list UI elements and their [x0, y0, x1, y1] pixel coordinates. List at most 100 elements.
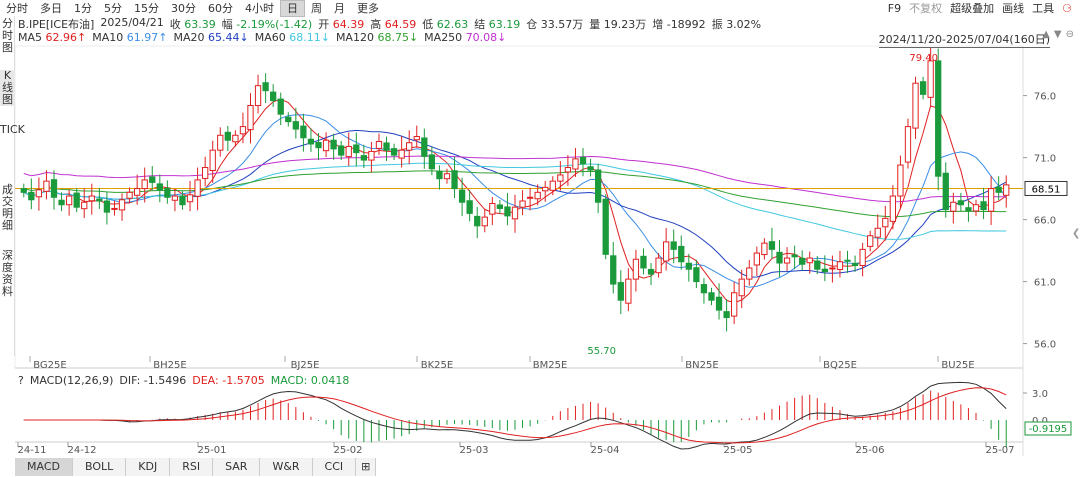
candle-body	[602, 198, 609, 255]
period-tab-11[interactable]: 更多	[357, 1, 379, 15]
candle-body	[670, 241, 677, 250]
sidebar-tab-depth[interactable]: 深度资料	[2, 249, 13, 298]
candle-body	[458, 189, 466, 203]
candle-body	[579, 156, 587, 165]
indicator-tab-0[interactable]: MACD	[15, 458, 73, 476]
candle-body	[239, 126, 247, 135]
increase-field: 增 -18992	[652, 16, 705, 31]
period-tab-5[interactable]: 30分	[171, 1, 196, 15]
contract-label: BN25E	[685, 360, 718, 371]
contract-label: BU25E	[941, 360, 974, 371]
toolbar-right-item-2[interactable]: 超级叠加	[950, 2, 995, 15]
candle-body	[685, 262, 692, 270]
ma-item-ma60: MA60 68.11↓	[255, 31, 330, 45]
volume-value: 19.23万	[603, 18, 647, 31]
ma-name: MA5	[18, 31, 43, 44]
period-toolbar: 分时 多日 1分 5分 15分 30分 60分 4小时日周月更多	[0, 0, 1080, 17]
settle-field: 结 63.19	[474, 16, 521, 31]
sidebar-tab-trades[interactable]: 成交明细	[2, 183, 13, 232]
candle-body	[504, 206, 511, 217]
range-buttons: ▲ ▼ ⊖	[1042, 29, 1074, 40]
ma-line-ma120	[23, 170, 1007, 218]
candle-body	[572, 158, 579, 170]
candle-body	[28, 191, 35, 201]
candle-body	[164, 187, 171, 198]
indicator-tab-2[interactable]: KDJ	[126, 458, 171, 476]
candle-body	[35, 189, 43, 198]
candle-body	[307, 138, 315, 145]
period-tab-3[interactable]: 5分	[104, 1, 122, 15]
period-tab-7[interactable]: 4小时	[245, 1, 274, 15]
period-tab-4[interactable]: 15分	[134, 1, 159, 15]
settle-label: 结	[474, 18, 486, 31]
ma-value: 65.44↓	[207, 31, 249, 44]
candle-body	[224, 131, 231, 141]
indicator-tab-7[interactable]: ⊞	[356, 458, 377, 476]
dif-field: DIF: -1.5496	[119, 374, 186, 387]
ma-legend: MA5 62.96↑ MA10 61.97↑ MA20 65.44↓ MA60 68.…	[18, 31, 506, 45]
period-tab-2[interactable]: 1分	[74, 1, 92, 15]
date-label: 25-07	[985, 445, 1014, 456]
candle-body	[360, 155, 368, 161]
candle-body	[640, 255, 647, 269]
candle-body	[88, 195, 95, 202]
dea-line	[23, 387, 1007, 444]
price-axis-label: 66.0	[1034, 216, 1056, 227]
toolbar-right-item-4[interactable]: 工具	[1032, 2, 1055, 15]
period-tab-0[interactable]: 分时	[6, 1, 28, 15]
toolbar-right-item-3[interactable]: 画线	[1002, 2, 1025, 15]
date-range-label[interactable]: 2024/11/20-2025/07/04(160日)	[878, 33, 1050, 48]
ma-value: 68.75↓	[377, 31, 419, 44]
zoom-out-icon[interactable]: ⊖	[1065, 29, 1074, 40]
candle-body	[254, 85, 262, 107]
sidebar-tab-tick[interactable]: TICK	[0, 123, 25, 136]
candle-body	[904, 126, 912, 163]
indicator-tab-1[interactable]: BOLL	[72, 458, 127, 476]
period-tab-9[interactable]: 周	[311, 1, 322, 15]
indicator-tab-6[interactable]: CCI	[312, 458, 357, 476]
period-tab-10[interactable]: 月	[334, 1, 345, 15]
indicator-tab-4[interactable]: SAR	[213, 458, 261, 476]
toolbar-right-item-1[interactable]: 不复权	[909, 2, 943, 15]
price-axis-label: 61.0	[1034, 278, 1056, 289]
indicator-tab-5[interactable]: W&R	[260, 458, 313, 476]
date-label: 24-12	[67, 445, 96, 456]
amplitude-value: 3.02%	[726, 18, 762, 31]
period-tab-1[interactable]: 多日	[40, 1, 62, 15]
ma-item-ma20: MA20 65.44↓	[173, 31, 248, 45]
scroll-up-icon[interactable]: ▲	[1042, 29, 1050, 40]
price-axis: 76.0 71.0 66.0 61.0 56.0 68.51 79.40 55.70	[587, 53, 1068, 357]
period-tab-8[interactable]: 日	[280, 0, 305, 17]
low-field: 低 62.63	[422, 16, 468, 31]
candle-body	[768, 241, 776, 250]
scroll-down-icon[interactable]: ▼	[1053, 29, 1062, 40]
candle-body	[436, 171, 443, 180]
amplitude-field: 振 3.02%	[712, 16, 762, 31]
candle-body	[526, 196, 534, 199]
indicator-tab-3[interactable]: RSI	[170, 458, 214, 476]
candle-body	[186, 194, 194, 203]
settle-value: 63.19	[488, 18, 521, 31]
period-tab-6[interactable]: 60分	[208, 1, 233, 15]
help-icon[interactable]: ?	[18, 374, 24, 387]
candle-body	[118, 199, 126, 211]
dif-label: DIF:	[119, 374, 141, 387]
candle-body	[451, 170, 458, 190]
sidebar-tab-kline[interactable]: K线图	[0, 69, 15, 106]
candle-body	[353, 144, 360, 154]
candle-body	[632, 258, 640, 280]
candle-body	[912, 82, 919, 129]
min-price-label: 55.70	[587, 346, 616, 357]
user-icon[interactable]: ⚆	[1062, 1, 1072, 15]
candle-body	[73, 192, 80, 208]
candle-body	[315, 141, 322, 149]
ma-value: 61.97↑	[126, 31, 168, 44]
toolbar-right-item-0[interactable]: F9	[887, 1, 902, 15]
macd-title: MACD(12,26,9)	[29, 374, 114, 387]
collapse-arrow-icon[interactable]: ❮	[1072, 228, 1080, 239]
candle-body	[217, 134, 224, 151]
sidebar-tab-timeshare[interactable]: 分时图	[2, 17, 13, 54]
candle-body	[496, 204, 504, 209]
macd-axis-label: 3.0	[1032, 389, 1048, 400]
